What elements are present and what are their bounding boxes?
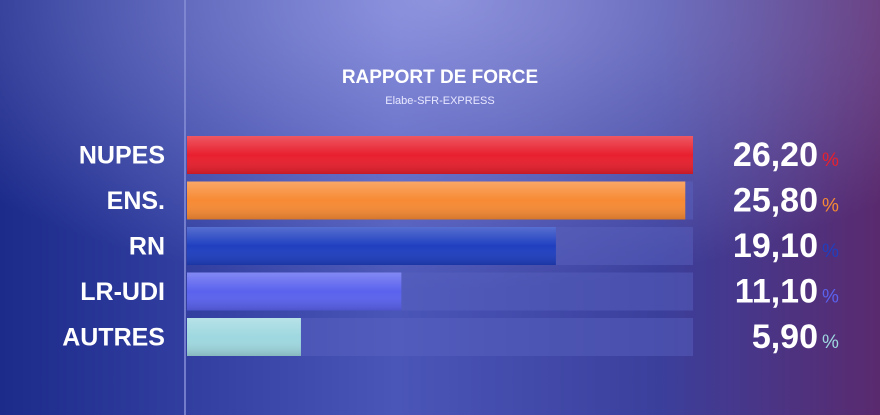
category-label: AUTRES — [62, 324, 165, 352]
chart-title: RAPPORT DE FORCE — [342, 67, 538, 88]
chart-subtitle: Elabe-SFR-EXPRESS — [385, 95, 494, 107]
value-unit: % — [822, 150, 839, 171]
category-label: ENS. — [107, 187, 165, 215]
category-label: NUPES — [79, 142, 165, 170]
bar-shade — [187, 136, 693, 174]
value-label: 25,80 — [733, 181, 818, 219]
value-label: 19,10 — [733, 227, 818, 265]
value-unit: % — [822, 332, 839, 353]
category-label: LR-UDI — [80, 278, 165, 306]
bar-shade — [187, 227, 556, 265]
bar-shade — [187, 181, 686, 220]
value-unit: % — [822, 196, 839, 217]
value-unit: % — [822, 241, 839, 262]
value-label: 26,20 — [733, 136, 818, 174]
bar-shade — [187, 272, 402, 311]
value-label: 11,10 — [735, 272, 818, 310]
value-unit: % — [822, 287, 839, 308]
category-label: RN — [129, 233, 165, 261]
value-label: 5,90 — [752, 318, 818, 356]
bar-shade — [187, 318, 301, 356]
